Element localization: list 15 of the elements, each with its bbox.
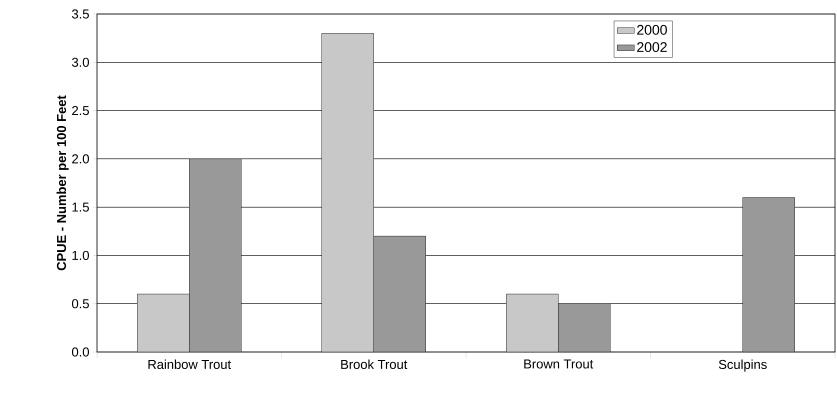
y-tick-label: 3.5 — [72, 9, 89, 19]
y-tick-label: 1.0 — [72, 250, 89, 260]
legend-label: 2000 — [637, 24, 667, 35]
legend-label: 2002 — [637, 42, 667, 52]
y-tick-label: 2.0 — [72, 154, 89, 164]
x-tick-label: Rainbow Trout — [148, 360, 232, 370]
y-tick-label: 0.5 — [72, 299, 89, 308]
x-tick-label: Brook Trout — [341, 360, 408, 370]
y-tick-label: 3.0 — [72, 58, 89, 67]
x-tick-label: Sculpins — [718, 360, 767, 372]
y-tick-label: 2.5 — [72, 106, 89, 116]
y-tick-label: 1.5 — [72, 202, 89, 212]
y-tick-label: 0.0 — [72, 347, 89, 357]
y-axis-title: CPUE - Number per 100 Feet — [56, 95, 69, 270]
x-tick-label: Brown Trout — [524, 360, 594, 369]
